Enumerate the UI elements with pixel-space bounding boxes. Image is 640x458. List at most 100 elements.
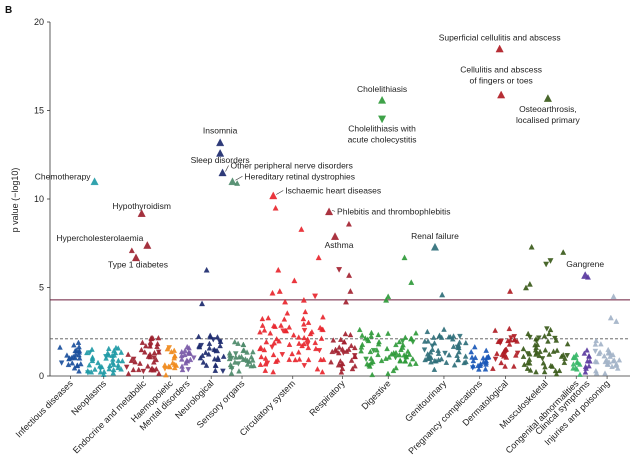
category-label: Infectious diseases — [14, 378, 76, 440]
data-point — [300, 297, 307, 303]
data-point — [240, 341, 247, 347]
data-point — [217, 339, 223, 345]
data-point — [171, 361, 178, 367]
y-tick-label: 15 — [34, 106, 44, 116]
data-point — [554, 347, 560, 353]
annotation-leader — [225, 165, 229, 172]
data-point — [572, 354, 579, 360]
data-point — [284, 310, 291, 316]
data-point — [356, 326, 363, 332]
data-point — [226, 355, 233, 362]
data-point — [69, 360, 75, 366]
data-point — [422, 356, 428, 363]
data-point — [258, 353, 265, 360]
data-point — [545, 338, 551, 344]
data-point — [450, 333, 457, 339]
data-point — [300, 315, 307, 322]
highlight-point — [90, 177, 99, 186]
data-point — [533, 344, 539, 350]
data-point — [272, 323, 278, 329]
data-point — [301, 327, 308, 334]
data-point — [476, 366, 482, 372]
data-point — [73, 347, 80, 353]
data-point — [88, 369, 95, 375]
data-point — [65, 361, 72, 368]
data-point — [220, 353, 227, 359]
data-point — [426, 355, 433, 361]
data-point — [605, 346, 611, 353]
annotation-label: of fingers or toes — [469, 76, 532, 86]
data-point — [232, 339, 238, 345]
data-point — [347, 288, 354, 294]
data-point — [457, 333, 463, 340]
data-point — [502, 363, 508, 369]
data-point — [556, 367, 563, 373]
data-point — [139, 339, 146, 345]
data-point — [109, 359, 116, 365]
data-point — [314, 366, 321, 372]
data-point — [76, 344, 82, 350]
data-point — [347, 331, 354, 338]
annotation-label: Cholelithiasis with — [348, 123, 416, 133]
data-point — [375, 341, 382, 347]
data-point — [307, 330, 314, 337]
data-point — [296, 356, 303, 362]
data-point — [375, 331, 382, 338]
data-point — [430, 334, 437, 340]
annotation-label: Hypercholesterolaemia — [56, 233, 143, 243]
data-point — [250, 357, 256, 363]
data-point — [273, 336, 280, 342]
highlight-point — [269, 191, 278, 200]
data-point — [358, 344, 365, 350]
data-point — [505, 337, 511, 344]
data-point — [362, 335, 369, 341]
data-point — [542, 347, 549, 353]
data-point — [367, 348, 374, 355]
data-points — [57, 44, 623, 378]
data-point — [292, 356, 299, 363]
data-point — [468, 348, 474, 355]
data-point — [168, 348, 175, 355]
data-point — [547, 258, 554, 264]
data-point — [425, 338, 431, 344]
data-point — [397, 358, 404, 364]
data-point — [84, 349, 90, 356]
data-point — [115, 357, 122, 363]
data-point — [178, 348, 185, 355]
annotation-label: Osteoarthrosis, — [519, 104, 577, 114]
highlight-point — [495, 44, 504, 53]
data-point — [319, 369, 326, 375]
data-point — [75, 339, 82, 345]
data-point — [345, 220, 352, 227]
data-point — [186, 345, 192, 351]
data-point — [524, 351, 531, 357]
highlight-point — [581, 271, 590, 279]
data-point — [369, 371, 375, 378]
highlight-point — [143, 241, 152, 249]
data-point — [87, 350, 93, 356]
data-point — [76, 368, 82, 374]
data-point — [71, 365, 78, 371]
data-point — [312, 339, 319, 346]
data-point — [435, 350, 442, 356]
data-point — [383, 297, 390, 303]
data-point — [71, 342, 77, 348]
data-point — [392, 355, 399, 361]
data-point — [156, 349, 162, 355]
data-point — [257, 361, 264, 367]
data-point — [602, 370, 608, 376]
data-point — [368, 333, 374, 339]
data-point — [250, 348, 256, 355]
data-point — [424, 351, 431, 357]
axes: 0 5 10 15 20 — [34, 17, 630, 381]
data-point — [492, 327, 498, 333]
data-point — [278, 322, 284, 328]
data-point — [149, 335, 156, 341]
data-point — [385, 330, 391, 336]
data-point — [455, 356, 461, 362]
data-point — [329, 348, 335, 355]
data-point — [456, 349, 462, 355]
y-axis-label: p value (−log10) — [10, 168, 20, 233]
data-point — [305, 356, 312, 363]
data-point — [378, 357, 385, 364]
